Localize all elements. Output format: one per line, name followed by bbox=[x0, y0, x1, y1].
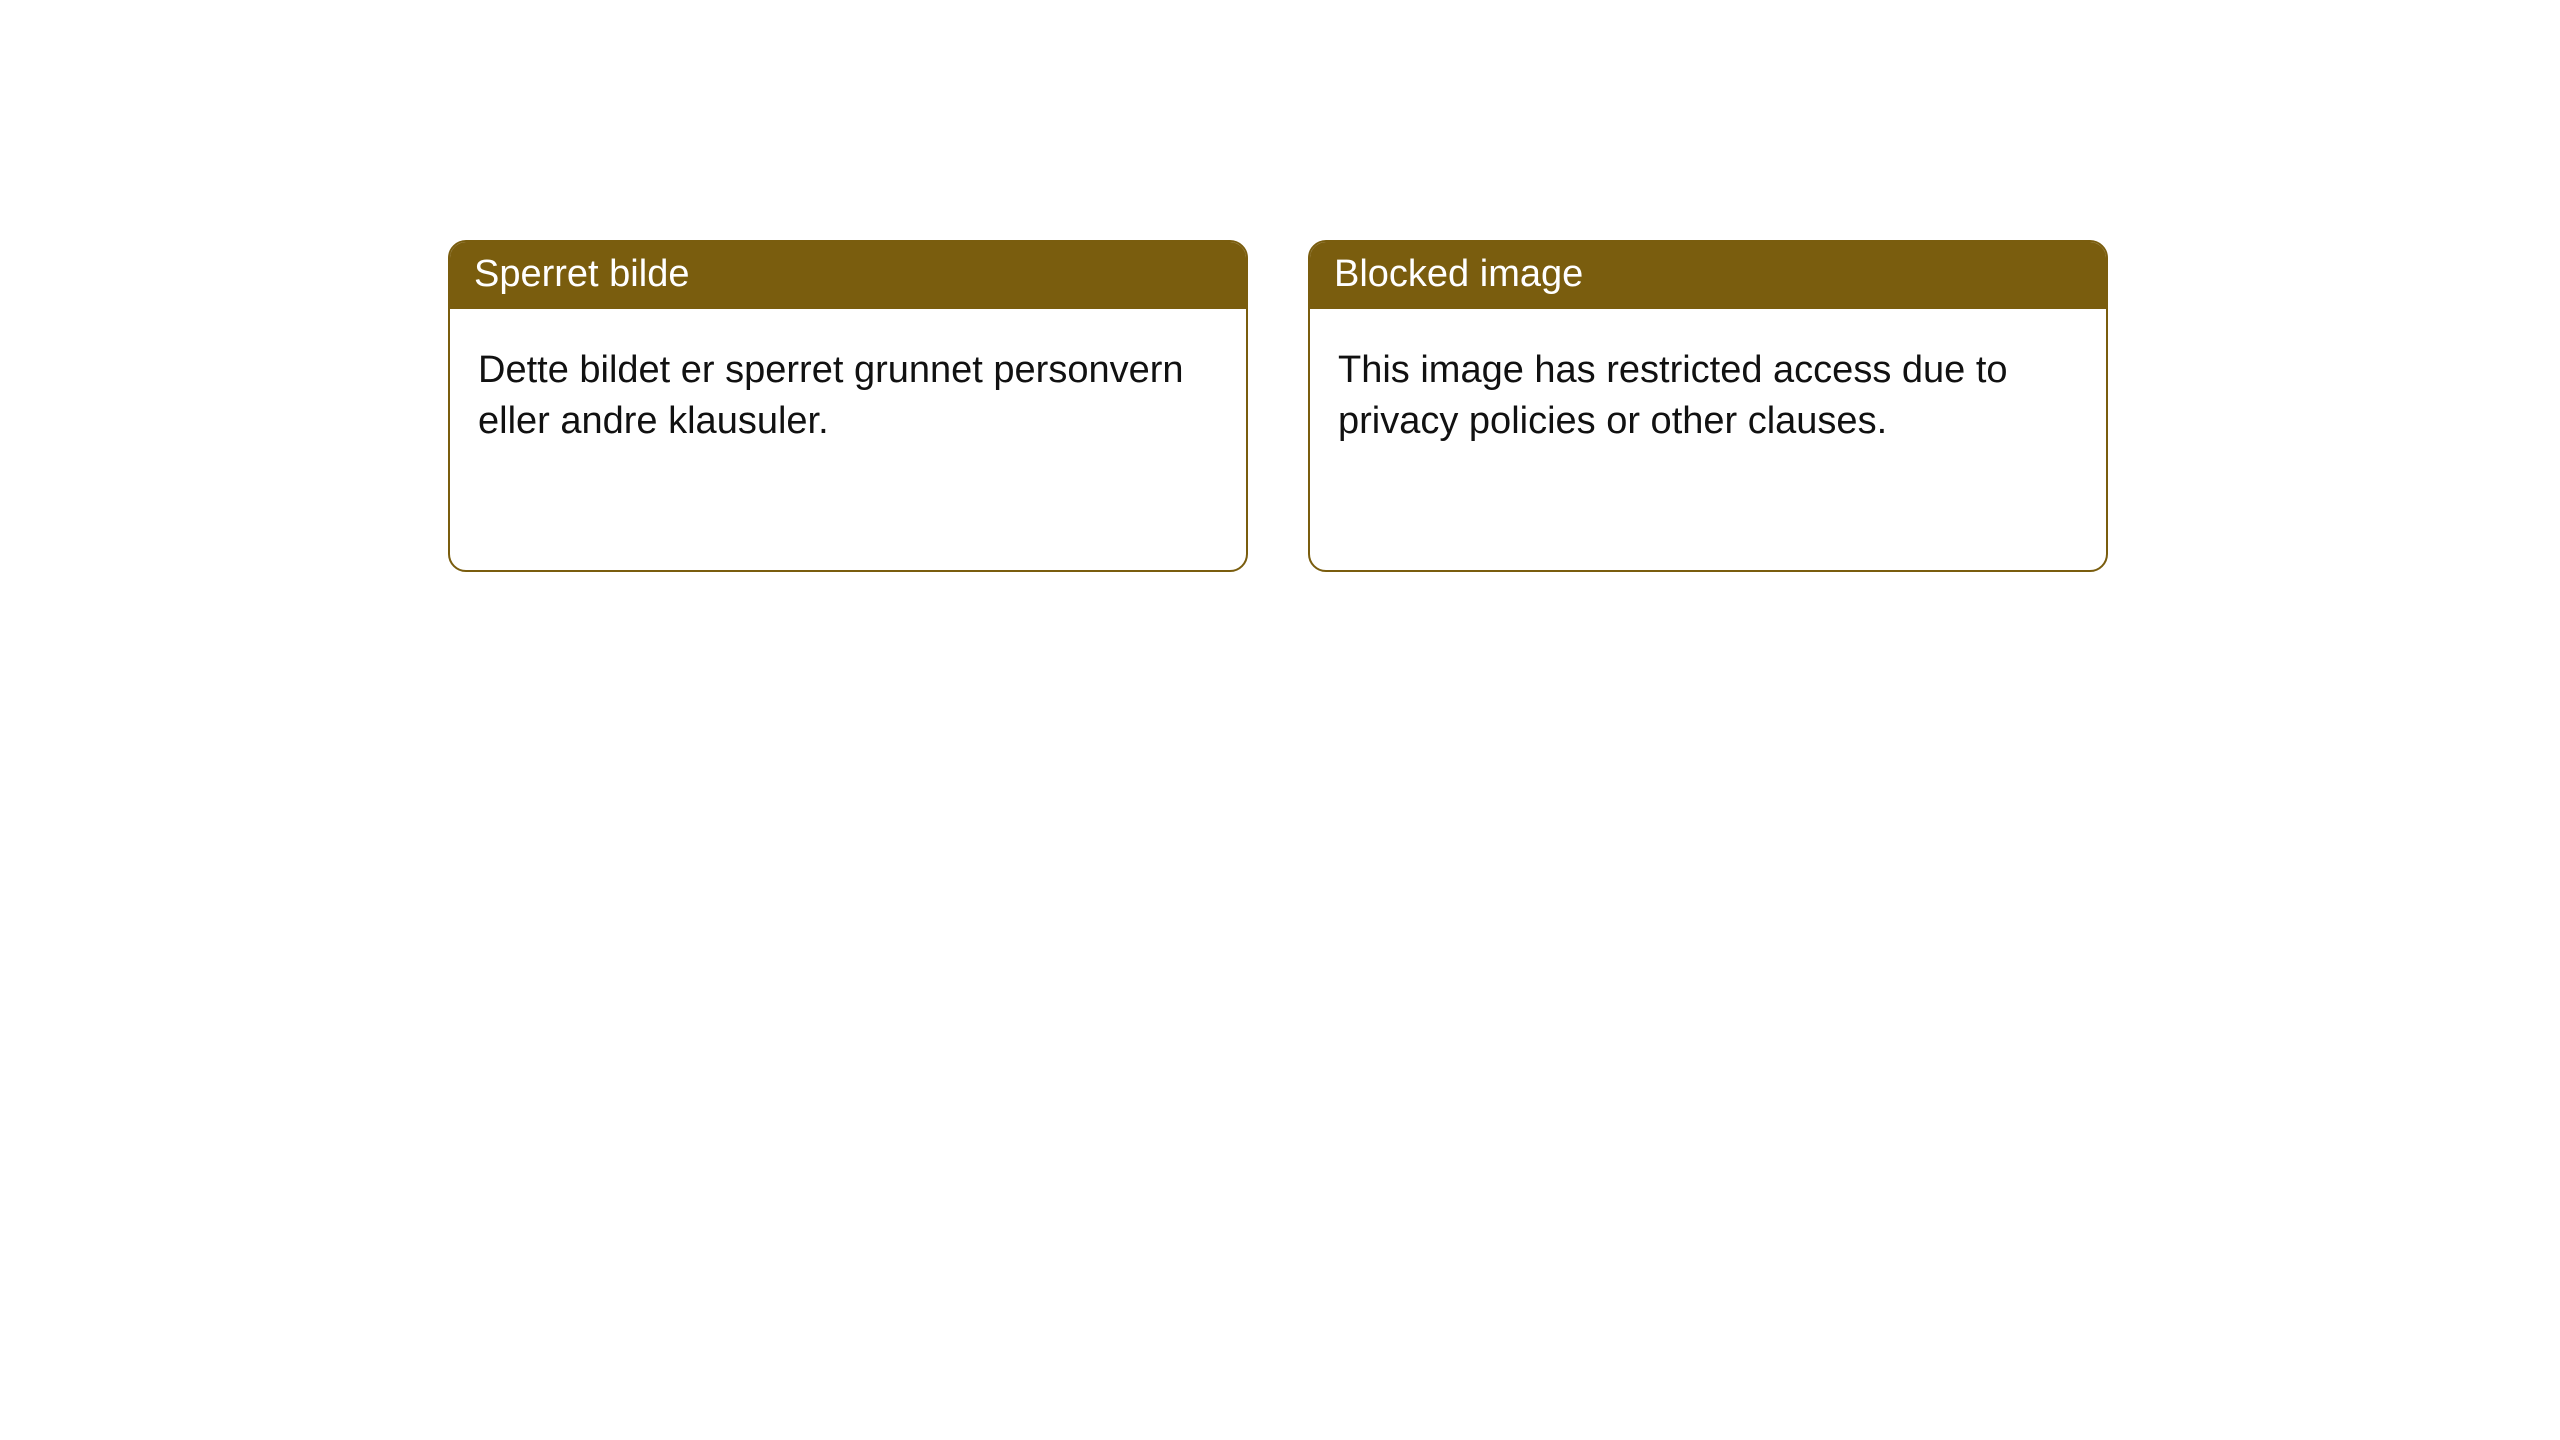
notice-box-english: Blocked image This image has restricted … bbox=[1308, 240, 2108, 572]
notice-header-english: Blocked image bbox=[1310, 242, 2106, 309]
notice-box-norwegian: Sperret bilde Dette bildet er sperret gr… bbox=[448, 240, 1248, 572]
notice-body-english: This image has restricted access due to … bbox=[1310, 309, 2106, 475]
notice-header-norwegian: Sperret bilde bbox=[450, 242, 1246, 309]
notice-body-norwegian: Dette bildet er sperret grunnet personve… bbox=[450, 309, 1246, 475]
notice-container: Sperret bilde Dette bildet er sperret gr… bbox=[0, 0, 2560, 572]
